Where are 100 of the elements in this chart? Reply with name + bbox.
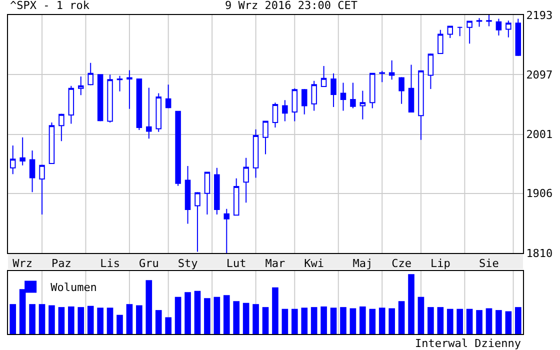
x-tick-label: Mar xyxy=(265,257,286,270)
chart-subtitle: 9 Wrz 2016 23:00 CET xyxy=(225,0,358,12)
bar xyxy=(155,310,162,334)
candlestick xyxy=(486,15,492,27)
y-tick-label: 1906 xyxy=(526,187,553,200)
bar xyxy=(10,304,16,334)
candlestick xyxy=(272,102,278,128)
x-tick-label: Wrz xyxy=(12,257,33,270)
bar xyxy=(252,304,259,334)
candlestick xyxy=(156,92,162,132)
bar xyxy=(97,308,104,334)
bar xyxy=(194,290,201,334)
bar xyxy=(350,308,356,334)
candlestick xyxy=(233,178,240,216)
candlestick xyxy=(39,164,45,215)
candlestick xyxy=(476,18,482,28)
candlestick xyxy=(252,128,259,178)
candlestick xyxy=(515,18,522,57)
bar xyxy=(58,307,65,334)
candlestick xyxy=(350,82,356,109)
candlestick xyxy=(97,74,104,122)
bar xyxy=(310,307,318,334)
candlestick xyxy=(48,122,55,164)
bar xyxy=(398,301,405,334)
bar xyxy=(204,298,210,334)
bar xyxy=(233,301,240,334)
candlestick xyxy=(466,20,472,44)
bar xyxy=(437,307,444,334)
bar xyxy=(38,304,46,334)
bar xyxy=(87,306,94,334)
bar xyxy=(242,302,250,334)
candlestick xyxy=(447,26,453,38)
bar xyxy=(29,304,36,334)
bar xyxy=(126,304,133,334)
candlestick xyxy=(418,70,424,140)
bar xyxy=(272,287,278,334)
candlestick xyxy=(456,26,463,37)
candlestick xyxy=(20,136,26,166)
candlestick xyxy=(438,29,444,54)
candlestick xyxy=(126,70,132,110)
bar xyxy=(369,308,376,334)
bar xyxy=(282,308,288,334)
candlestick xyxy=(29,150,36,193)
candlestick xyxy=(107,74,113,123)
bar xyxy=(466,308,473,334)
chart-title: ^SPX - 1 rok xyxy=(10,0,90,12)
bar xyxy=(360,306,366,334)
bar xyxy=(301,308,308,334)
bar xyxy=(48,305,55,334)
candlestick xyxy=(301,88,308,115)
bar xyxy=(174,296,182,334)
bar xyxy=(496,310,502,334)
x-tick-label: Sie xyxy=(479,257,499,270)
bar xyxy=(330,308,337,334)
bar xyxy=(486,308,492,334)
bar xyxy=(418,296,424,334)
bar xyxy=(165,317,172,334)
x-tick-label: Lip xyxy=(430,257,450,270)
bar xyxy=(78,307,84,334)
candlestick xyxy=(506,20,512,38)
bar xyxy=(262,307,269,334)
bar xyxy=(291,308,298,334)
candlestick xyxy=(282,100,288,122)
bar xyxy=(514,307,522,334)
candlestick xyxy=(194,192,200,252)
x-tick-label: Maj xyxy=(352,257,373,270)
y-tick-label: 2097 xyxy=(526,68,553,82)
candlestick xyxy=(204,172,210,215)
candlestick xyxy=(340,82,346,112)
bar xyxy=(340,307,346,334)
candlestick xyxy=(262,120,268,155)
candlestick xyxy=(146,87,152,140)
candlestick xyxy=(320,65,327,87)
bar xyxy=(146,280,152,334)
candlestick xyxy=(175,110,181,186)
candlestick xyxy=(292,88,298,122)
bar xyxy=(68,306,74,334)
legend-label: Wolumen xyxy=(50,281,97,294)
candlestick xyxy=(496,18,502,36)
candlestick xyxy=(388,60,395,80)
candlestick xyxy=(88,62,94,86)
bar xyxy=(116,314,123,334)
bar xyxy=(388,308,395,334)
x-tick-label: Kwi xyxy=(304,257,324,270)
candlestick xyxy=(379,70,385,83)
x-tick-label: Paz xyxy=(52,257,72,270)
bar xyxy=(505,311,512,334)
bar xyxy=(456,308,463,334)
y-tick-label: 2001 xyxy=(526,128,553,142)
bar xyxy=(184,292,191,334)
text: Interwal Dzienny xyxy=(415,337,522,350)
bar xyxy=(320,306,327,334)
candlestick xyxy=(398,76,404,104)
candlestick xyxy=(428,53,434,90)
candlestick xyxy=(58,113,64,142)
x-tick-label: Cze xyxy=(392,257,412,270)
bar xyxy=(136,305,142,334)
y-tick-label: 1810 xyxy=(526,246,553,260)
bar xyxy=(223,295,230,334)
candlestick xyxy=(311,80,317,112)
